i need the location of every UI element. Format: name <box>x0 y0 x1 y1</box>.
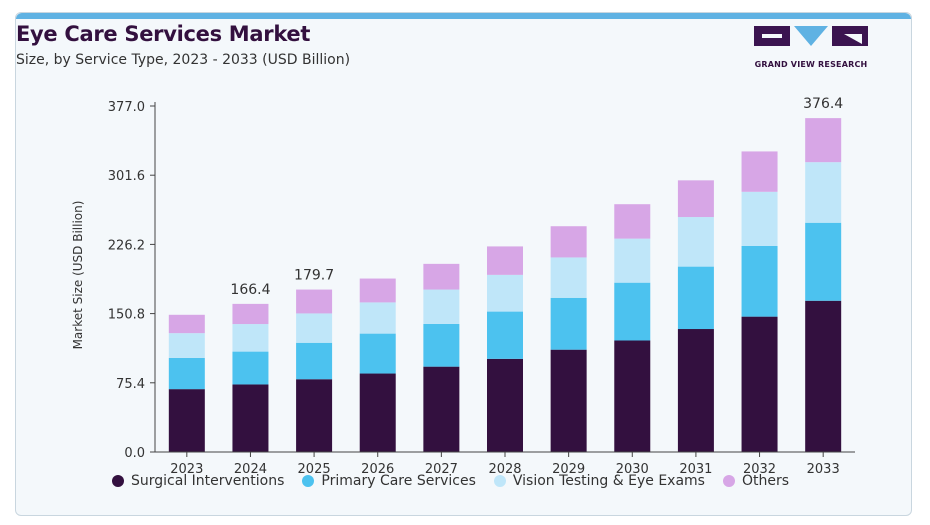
x-tick-label: 2024 <box>234 462 267 477</box>
bar-segment <box>359 373 396 452</box>
bar-segment <box>805 162 842 223</box>
bar-segment <box>677 329 714 452</box>
bar-segment <box>550 226 587 258</box>
bar-segment <box>296 313 333 343</box>
bar-segment <box>741 316 778 452</box>
chart-legend: Surgical Interventions Primary Care Servi… <box>112 472 807 490</box>
bar-segment <box>359 333 396 374</box>
total-data-label: 376.4 <box>803 96 843 112</box>
bars: 166.4 179.7 376.4 <box>168 96 843 452</box>
x-tick-label: 2032 <box>743 462 776 477</box>
bar-segment <box>359 302 396 334</box>
bar-segment <box>805 300 842 452</box>
bar-segment <box>232 351 269 385</box>
bar-segment <box>232 324 269 352</box>
x-tick-label: 2029 <box>552 462 585 477</box>
legend-label: Others <box>741 473 790 489</box>
x-axis: 2023 2024 2025 2026 2027 2028 2029 2030 2031 2032… <box>155 451 855 477</box>
bar-segment <box>168 389 205 452</box>
logo-mark-icon <box>754 26 868 46</box>
total-data-label: 166.4 <box>230 282 270 298</box>
bar-segment <box>487 311 523 359</box>
bar-segment <box>550 297 587 350</box>
legend-swatch <box>112 475 124 487</box>
bar-segment <box>614 238 651 283</box>
bar-segment <box>805 118 842 163</box>
y-tick-label: 150.8 <box>108 308 145 323</box>
x-tick-label: 2023 <box>170 462 203 477</box>
legend-item: Surgical Interventions <box>112 473 284 489</box>
x-tick-label: 2027 <box>425 462 458 477</box>
legend-label: Primary Care Services <box>321 473 476 489</box>
bar-segment <box>296 289 333 314</box>
bar-segment <box>487 274 523 312</box>
bar-segment <box>359 278 396 303</box>
legend-label: Surgical Interventions <box>131 473 285 489</box>
logo-text: GRAND VIEW RESEARCH <box>754 60 868 69</box>
legend-swatch <box>722 475 735 487</box>
chart-subtitle: Size, by Service Type, 2023 - 2033 (USD … <box>16 52 351 68</box>
bar-segment <box>677 180 714 218</box>
legend-item: Primary Care Services <box>302 473 476 489</box>
bar-segment <box>550 349 587 452</box>
bar-segment <box>614 282 651 341</box>
bar-segment <box>677 266 714 330</box>
bar-segment <box>487 358 523 452</box>
top-accent-bar <box>16 13 911 19</box>
y-axis: 0.0 75.4 150.8 226.2 301.6 377.0 <box>108 100 156 461</box>
bar-segment <box>614 204 651 239</box>
x-tick-label: 2030 <box>616 462 649 477</box>
bar-segment <box>677 217 714 267</box>
y-tick-label: 0.0 <box>124 446 145 461</box>
bar-segment <box>550 257 587 298</box>
bar-segment <box>168 357 205 390</box>
legend-item: Others <box>722 473 790 489</box>
x-tick-label: 2025 <box>298 462 331 477</box>
legend-label: Vision Testing & Eye Exams <box>512 473 705 489</box>
bar-segment <box>423 366 460 452</box>
x-tick-label: 2026 <box>361 462 394 477</box>
y-tick-label: 301.6 <box>108 169 145 184</box>
x-tick-label: 2028 <box>488 462 521 477</box>
bar-segment <box>232 303 269 325</box>
grand-view-research-logo: GRAND VIEW RESEARCH <box>748 24 874 72</box>
bar-segment <box>423 323 460 367</box>
y-tick-label: 75.4 <box>116 377 145 392</box>
legend-item: Vision Testing & Eye Exams <box>493 473 705 489</box>
bar-segment <box>296 342 333 380</box>
y-tick-label: 226.2 <box>108 238 145 253</box>
y-axis-label: Market Size (USD Billion) <box>71 201 85 350</box>
bar-segment <box>741 191 778 246</box>
bar-segment <box>168 333 205 358</box>
total-data-label: 179.7 <box>294 268 334 284</box>
bar-segment <box>741 245 778 317</box>
bar-segment <box>423 289 460 324</box>
bar-segment <box>741 151 778 192</box>
bar-segment <box>232 384 269 452</box>
y-tick-label: 377.0 <box>108 100 145 115</box>
bar-segment <box>168 314 205 334</box>
x-tick-label: 2033 <box>807 462 840 477</box>
legend-swatch <box>493 475 506 487</box>
bar-segment <box>296 379 333 452</box>
bar-segment <box>487 246 523 275</box>
bar-segment <box>423 263 460 290</box>
bar-segment <box>805 222 842 301</box>
chart-title: Eye Care Services Market <box>16 22 311 46</box>
legend-swatch <box>302 475 315 487</box>
bar-segment <box>614 340 651 452</box>
x-tick-label: 2031 <box>679 462 712 477</box>
